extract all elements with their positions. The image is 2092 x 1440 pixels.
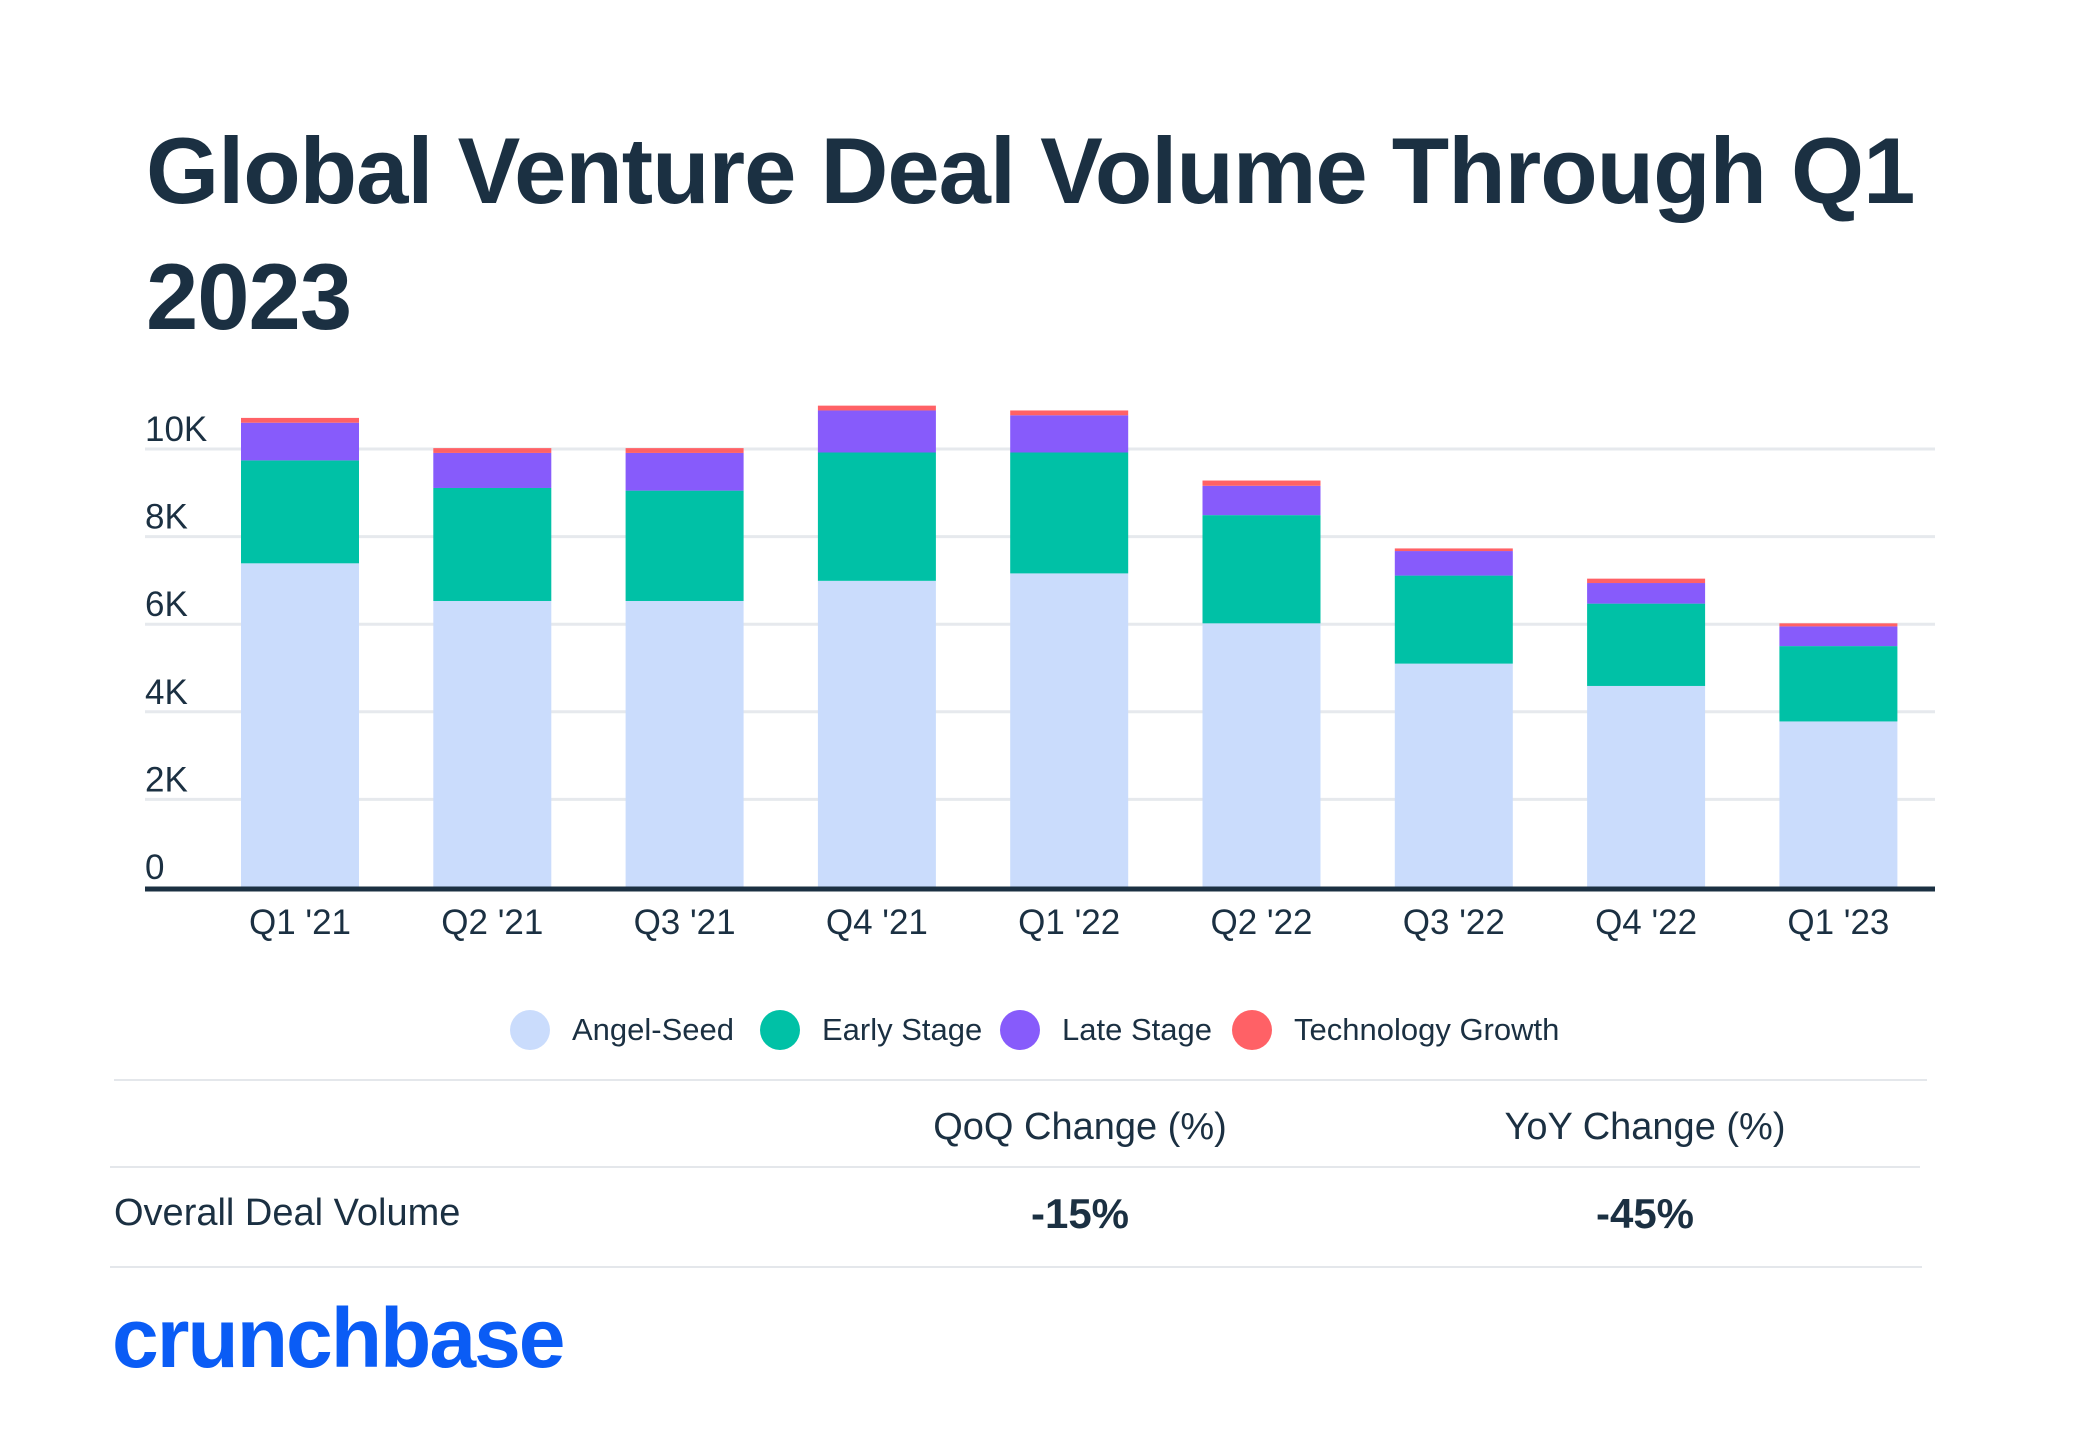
y-tick-label: 8K [145,498,188,537]
divider [110,1166,1920,1168]
header-qoq: QoQ Change (%) [933,1106,1227,1148]
bar-segment-late-stage [817,410,936,453]
bar-segment-technology-growth [625,448,744,453]
divider [110,1266,1922,1268]
bar-segment-early-stage [1779,646,1898,722]
legend-item-late-stage: Late Stage [1000,1010,1212,1050]
bar-segment-angel-seed [1202,623,1321,887]
row-label: Overall Deal Volume [114,1192,461,1234]
x-tick-label: Q3 '22 [1403,903,1505,942]
x-tick-label: Q2 '22 [1210,903,1312,942]
bar-segment-late-stage [1202,485,1321,516]
x-tick-label: Q3 '21 [634,903,736,942]
bar-segment-technology-growth [1587,578,1706,584]
legend-swatch [1000,1010,1040,1050]
x-tick-label: Q1 '23 [1787,903,1889,942]
bar-segment-early-stage [1587,603,1706,686]
legend-label: Early Stage [822,1012,983,1047]
x-tick-label: Q1 '21 [249,903,351,942]
yoy-value: -45% [1595,1190,1695,1237]
bar-segment-early-stage [241,460,359,564]
legend-item-early-stage: Early Stage [760,1010,982,1050]
bar-segment-angel-seed [817,580,936,887]
bar-segment-early-stage [625,490,744,601]
bar-segment-technology-growth [433,448,552,453]
bar-segment-angel-seed [625,600,744,887]
x-tick-label: Q4 '22 [1595,903,1697,942]
bar-segment-technology-growth [1010,410,1129,416]
bar-segment-technology-growth [1779,623,1898,627]
bar-segment-early-stage [1394,575,1513,664]
bar-segment-early-stage [817,452,936,581]
y-tick-label: 6K [145,585,188,624]
bar-segment-technology-growth [1394,548,1513,552]
bar-segment-late-stage [241,422,359,461]
bar-segment-late-stage [433,452,552,488]
divider [114,1079,1927,1081]
legend-label: Technology Growth [1294,1012,1560,1047]
legend-label: Late Stage [1062,1012,1212,1047]
bar-segment-angel-seed [1587,685,1706,887]
legend-swatch [1232,1010,1272,1050]
bar-segment-technology-growth [241,417,359,423]
bar-segment-late-stage [1779,626,1898,647]
legend: Angel-Seed Early Stage Late Stage Techno… [0,1010,2092,1054]
bar-segment-angel-seed [1779,721,1898,887]
x-tick-label: Q4 '21 [826,903,928,942]
x-tick-label: Q1 '22 [1018,903,1120,942]
bar-segment-technology-growth [817,405,936,411]
bar-segment-angel-seed [241,563,359,887]
legend-swatch [760,1010,800,1050]
crunchbase-logo: crunchbase [112,1291,566,1385]
bar-segment-early-stage [433,487,552,601]
bar-segment-angel-seed [433,600,552,887]
stacked-bar-chart: 0 2K 4K 6K 8K 10K Q1 '21 Q2 '21 Q3 '21 Q4 '21 Q1 '… [145,405,1935,942]
bar-segment-early-stage [1202,515,1321,624]
y-tick-label: 10K [145,410,207,449]
legend-swatch [510,1010,550,1050]
bar-segment-late-stage [625,452,744,491]
bar-segment-late-stage [1394,551,1513,576]
header-yoy: YoY Change (%) [1504,1106,1786,1148]
bar-segment-angel-seed [1394,663,1513,887]
chart-title: Global Venture Deal Volume Through Q1 20… [146,118,1915,349]
legend-item-technology-growth: Technology Growth [1232,1010,1559,1050]
bar-segment-early-stage [1010,452,1129,574]
bar-segment-technology-growth [1202,480,1321,486]
y-tick-label: 4K [145,673,188,712]
bar-segment-late-stage [1587,583,1706,604]
y-tick-label: 2K [145,760,188,799]
bar-segment-angel-seed [1010,573,1129,887]
y-tick-label: 0 [145,848,164,887]
qoq-value: -15% [1030,1190,1130,1237]
legend-item-angel-seed: Angel-Seed [510,1010,734,1050]
bar-segment-late-stage [1010,415,1129,453]
legend-label: Angel-Seed [572,1012,735,1047]
x-tick-label: Q2 '21 [441,903,543,942]
